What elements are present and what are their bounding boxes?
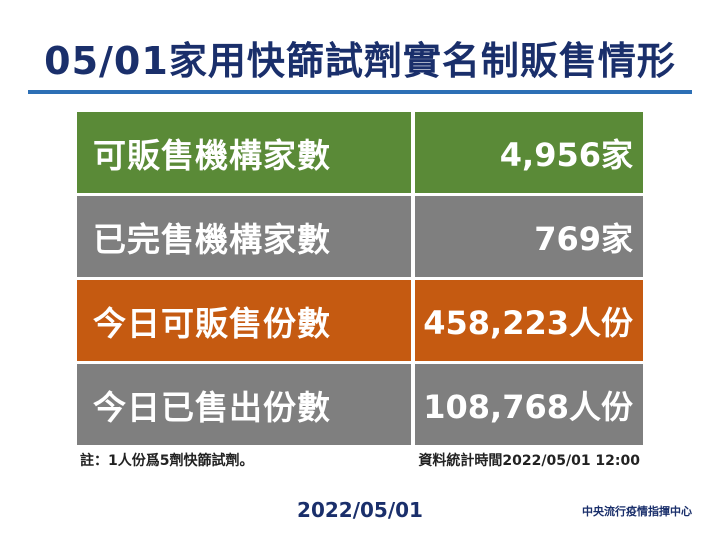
footer-date: 2022/05/01 (297, 498, 423, 522)
stats-table: 可販售機構家數 4,956家 已完售機構家數 769家 今日可販售份數 458,… (77, 109, 643, 448)
table-row: 可販售機構家數 4,956家 (77, 112, 643, 196)
row-label-soldout-institutions: 已完售機構家數 (77, 196, 411, 277)
footnote: 註：1人份爲5劑快篩試劑。 (80, 453, 254, 469)
title-divider (28, 90, 692, 94)
row-value-available-today: 458,223人份 (415, 280, 643, 361)
notes-bar: 註：1人份爲5劑快篩試劑。 資料統計時間2022/05/01 12:00 (80, 450, 640, 470)
table-row: 已完售機構家數 769家 (77, 196, 643, 280)
table-row: 今日已售出份數 108,768人份 (77, 364, 643, 448)
row-label-available-institutions: 可販售機構家數 (77, 112, 411, 193)
row-label-sold-today: 今日已售出份數 (77, 364, 411, 445)
row-value-sold-today: 108,768人份 (415, 364, 643, 445)
row-value-soldout-institutions: 769家 (415, 196, 643, 277)
table-row: 今日可販售份數 458,223人份 (77, 280, 643, 364)
page-title: 05/01家用快篩試劑實名制販售情形 (44, 39, 676, 83)
data-timestamp: 資料統計時間2022/05/01 12:00 (418, 453, 640, 469)
row-label-available-today: 今日可販售份數 (77, 280, 411, 361)
row-value-available-institutions: 4,956家 (415, 112, 643, 193)
footer-organization: 中央流行疫情指揮中心 (582, 505, 692, 518)
